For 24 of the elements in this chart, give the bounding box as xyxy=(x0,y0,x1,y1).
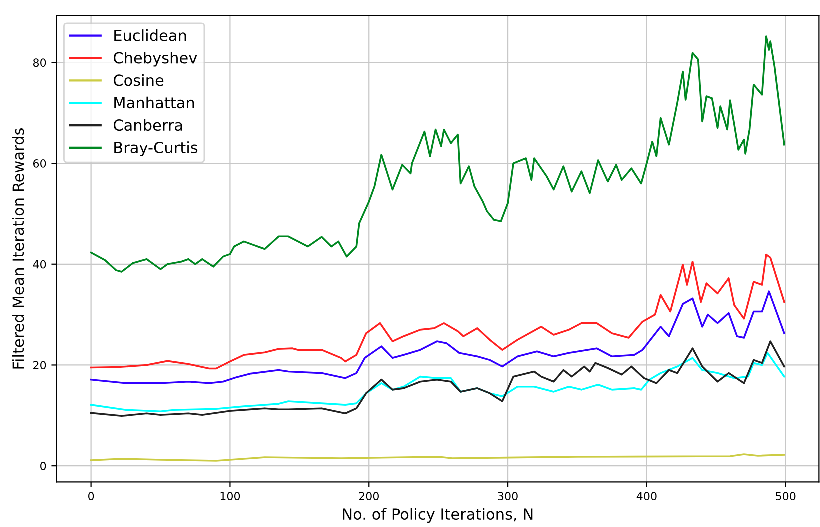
line-series xyxy=(90,340,786,418)
line-series xyxy=(90,290,786,384)
legend-label: Bray-Curtis xyxy=(114,142,198,156)
line-series xyxy=(90,454,786,462)
legend-label: Canberra xyxy=(114,119,182,132)
y-tick-label: 0 xyxy=(40,462,46,470)
x-axis-title: No. of Policy Iterations, N xyxy=(343,508,533,524)
y-axis-title: Filtered Mean Iteration Rewards xyxy=(12,128,24,369)
legend-label: Chebyshev xyxy=(114,52,198,67)
x-tick-label: 500 xyxy=(776,492,796,501)
line-series xyxy=(90,352,786,413)
x-tick-label: 100 xyxy=(220,492,240,501)
y-tick-label: 80 xyxy=(33,58,46,68)
x-tick-label: 200 xyxy=(359,492,379,501)
y-tick-label: 60 xyxy=(33,160,46,168)
line-series xyxy=(90,254,786,370)
x-tick-label: 300 xyxy=(498,492,518,501)
legend-label: Cosine xyxy=(114,74,164,86)
y-tick-label: 20 xyxy=(34,361,46,370)
x-tick-label: 0 xyxy=(88,492,94,501)
y-tick-label: 40 xyxy=(33,260,46,269)
legend-label: Euclidean xyxy=(114,30,186,42)
x-tick-label: 400 xyxy=(636,492,657,501)
legend-label: Manhattan xyxy=(114,96,194,109)
